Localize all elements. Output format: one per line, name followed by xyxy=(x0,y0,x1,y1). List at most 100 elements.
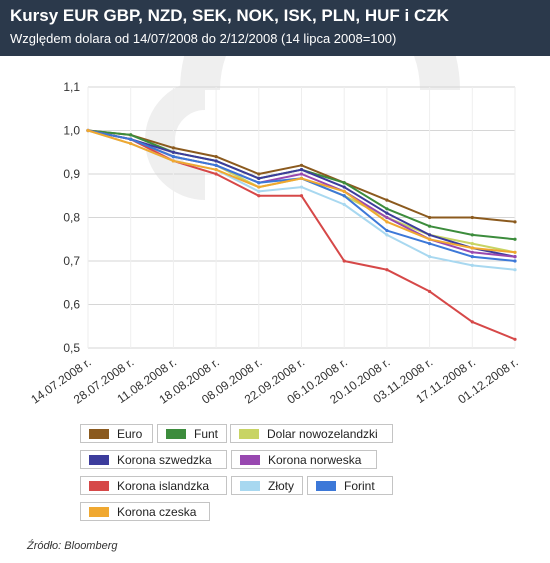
legend-label: Dolar nowozelandzki xyxy=(267,426,378,441)
data-point-korona-szwedzka xyxy=(299,168,304,172)
data-point-korona-czeska xyxy=(257,185,261,189)
data-point-z-oty xyxy=(470,263,474,267)
y-tick-label: 0,6 xyxy=(63,298,80,312)
data-point-korona-islandzka xyxy=(385,268,389,272)
legend-item: Korona szwedzka xyxy=(80,450,227,469)
data-point-korona-czeska xyxy=(428,237,432,241)
data-point-forint xyxy=(385,228,389,233)
watermark-arc xyxy=(145,80,206,200)
legend-swatch xyxy=(316,480,336,491)
source-note: Źródło: Bloomberg xyxy=(27,540,118,552)
y-tick-label: 0,8 xyxy=(63,211,80,225)
legend-swatch xyxy=(89,506,109,517)
legend-item: Korona islandzka xyxy=(80,476,227,495)
legend-label: Korona czeska xyxy=(117,504,197,519)
legend-item: Forint xyxy=(307,476,393,495)
data-point-korona-islandzka xyxy=(214,172,218,176)
data-point-forint xyxy=(428,242,432,246)
data-point-z-oty xyxy=(299,185,304,189)
legend-swatch xyxy=(240,454,260,465)
data-point-korona-czeska xyxy=(171,159,175,163)
data-point-euro xyxy=(513,220,517,224)
chart-header: Kursy EUR GBP, NZD, SEK, NOK, ISK, PLN, … xyxy=(0,0,550,56)
legend-item: Dolar nowozelandzki xyxy=(230,424,393,443)
legend-item: Korona czeska xyxy=(80,502,210,521)
data-point-funt xyxy=(385,207,389,211)
chart-title: Kursy EUR GBP, NZD, SEK, NOK, ISK, PLN, … xyxy=(10,6,449,25)
data-point-korona-czeska xyxy=(86,128,90,133)
data-point-z-oty xyxy=(385,233,389,237)
data-point-euro xyxy=(299,163,304,167)
data-point-korona-islandzka xyxy=(470,320,474,324)
data-point-korona-norweska xyxy=(470,250,474,254)
data-point-korona-czeska xyxy=(385,220,389,224)
data-point-forint xyxy=(257,181,261,185)
data-point-korona-szwedzka xyxy=(257,176,261,180)
data-point-z-oty xyxy=(428,255,432,259)
data-point-funt xyxy=(470,233,474,237)
data-point-korona-islandzka xyxy=(342,259,346,263)
data-point-korona-norweska xyxy=(385,215,389,220)
data-point-korona-norweska xyxy=(513,255,517,259)
legend-label: Forint xyxy=(344,478,375,493)
data-point-funt xyxy=(129,133,133,137)
y-tick-label: 1,1 xyxy=(63,80,80,94)
legend-label: Korona islandzka xyxy=(117,478,210,493)
data-point-korona-norweska xyxy=(299,172,304,176)
data-point-euro xyxy=(171,146,175,150)
data-point-forint xyxy=(129,137,133,141)
data-point-korona-szwedzka xyxy=(171,150,175,154)
data-point-funt xyxy=(513,237,517,241)
data-point-forint xyxy=(342,194,346,198)
legend-label: Złoty xyxy=(268,478,295,493)
legend-label: Korona szwedzka xyxy=(117,452,212,467)
legend-label: Funt xyxy=(194,426,219,441)
data-point-korona-islandzka xyxy=(428,289,432,294)
data-point-korona-szwedzka xyxy=(428,233,432,237)
data-point-funt xyxy=(428,224,432,228)
data-point-z-oty xyxy=(513,268,517,272)
legend-item: Funt xyxy=(157,424,227,443)
data-point-euro xyxy=(428,215,432,220)
data-point-korona-czeska xyxy=(470,246,474,250)
data-point-z-oty xyxy=(257,189,261,193)
y-tick-label: 1,0 xyxy=(63,124,80,138)
legend-swatch xyxy=(239,428,259,439)
data-point-funt xyxy=(342,181,346,185)
y-tick-label: 0,9 xyxy=(63,167,80,181)
data-point-korona-islandzka xyxy=(513,337,517,341)
data-point-korona-czeska xyxy=(214,168,218,172)
data-point-korona-czeska xyxy=(513,250,517,254)
legend-swatch xyxy=(89,454,109,465)
y-tick-label: 0,7 xyxy=(63,254,80,268)
data-point-korona-czeska xyxy=(129,141,133,146)
data-point-korona-islandzka xyxy=(299,194,304,198)
data-point-forint xyxy=(513,259,517,263)
data-point-korona-szwedzka xyxy=(342,185,346,189)
data-point-forint xyxy=(214,163,218,167)
legend-swatch xyxy=(89,480,109,491)
data-point-forint xyxy=(470,255,474,259)
data-point-euro xyxy=(470,215,474,220)
data-point-korona-szwedzka xyxy=(385,211,389,215)
legend-label: Korona norweska xyxy=(268,452,362,467)
watermark-arc xyxy=(180,56,460,91)
legend-swatch xyxy=(240,480,260,491)
data-point-dolar-nowozelandzki xyxy=(470,242,474,246)
data-point-euro xyxy=(257,172,261,176)
data-point-korona-szwedzka xyxy=(214,159,218,163)
data-point-korona-czeska xyxy=(342,189,346,193)
data-point-korona-czeska xyxy=(299,176,304,180)
data-point-euro xyxy=(385,198,389,202)
data-point-forint xyxy=(171,155,175,159)
legend-item: Złoty xyxy=(231,476,303,495)
legend-item: Korona norweska xyxy=(231,450,377,469)
line-chart: 0,50,60,70,80,91,01,114.07.2008 r.28.07.… xyxy=(28,56,521,407)
legend-swatch xyxy=(166,428,186,439)
chart-subtitle: Względem dolara od 14/07/2008 do 2/12/20… xyxy=(10,31,397,46)
data-point-korona-islandzka xyxy=(257,194,261,198)
data-point-z-oty xyxy=(342,202,346,207)
legend-swatch xyxy=(89,428,109,439)
